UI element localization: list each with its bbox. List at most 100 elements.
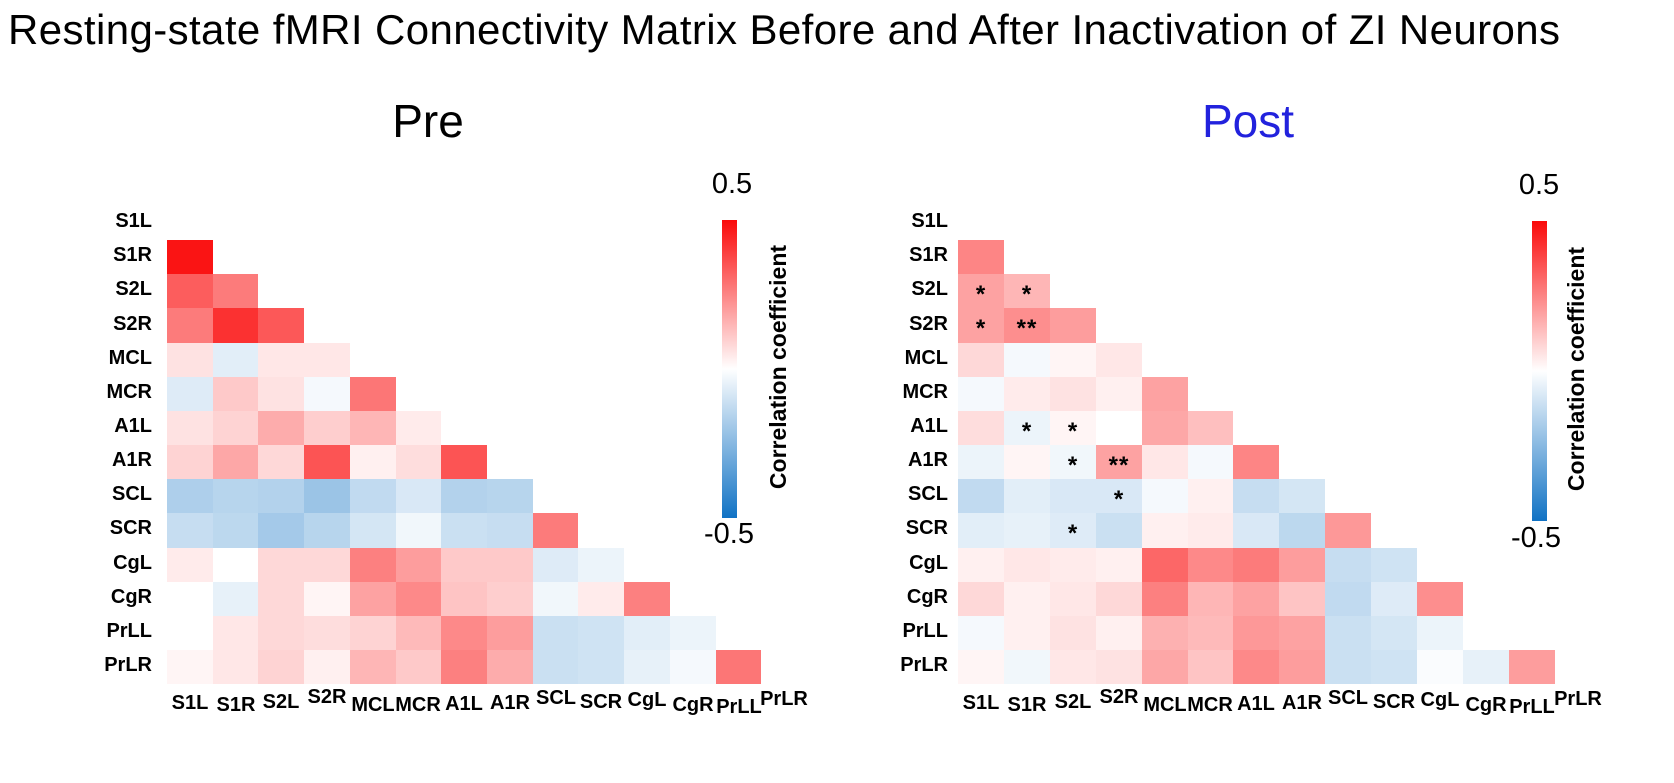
col-label-A1R: A1R [489,692,530,714]
pre-panel-title: Pre [392,95,464,147]
row-label-MCL: MCL [108,347,152,369]
heatmap-cell-CgL-A1R [1279,548,1325,582]
heatmap-cell-PrLL-A1R [487,616,533,650]
heatmap-cell-PrLL-CgL [1417,616,1463,650]
significance-mark-S2L-S1L: * [975,281,987,308]
col-label-A1R: A1R [1281,692,1322,714]
row-label-S1L: S1L [911,210,948,232]
heatmap-cell-CgL-S2L [258,548,304,582]
heatmap-cell-CgL-S2R [1096,548,1142,582]
row-label-CgR: CgR [110,586,152,608]
heatmap-cell-CgR-A1R [1279,582,1325,616]
heatmap-cell-S1R-S1L [958,240,1004,274]
heatmap-cell-PrLR-S1L [958,650,1004,684]
heatmap-cell-A1R-A1L [1233,445,1279,479]
heatmap-cell-PrLR-S1R [1004,650,1050,684]
heatmap-cell-SCL-S1R [213,479,258,513]
significance-mark-SCL-S2R: * [1113,486,1125,513]
post-colorbar-max-label: 0.5 [1518,169,1560,201]
heatmap-cell-MCR-S2R [1096,377,1142,411]
heatmap-cell-SCL-S1R [1004,479,1050,513]
post-colorbar-gradient [1532,221,1547,521]
heatmap-cell-SCL-MCR [1188,479,1233,513]
heatmap-cell-SCR-S2R [1096,513,1142,548]
col-label-S1R: S1R [1007,694,1047,716]
heatmap-cell-PrLL-SCL [533,616,578,650]
heatmap-cell-CgR-S2L [258,582,304,616]
col-label-S2R: S2R [307,686,347,708]
row-label-PrLL: PrLL [106,620,152,642]
pre-colorbar-max-label: 0.5 [711,168,753,200]
pre-colorbar-min-label: -0.5 [704,518,754,550]
col-label-CgR: CgR [1465,694,1507,716]
heatmap-cell-SCL-MCR [396,479,441,513]
col-label-A1L: A1L [1237,693,1275,715]
heatmap-cell-CgL-SCL [533,548,578,582]
heatmap-cell-PrLR-SCL [533,650,578,684]
heatmap-cell-PrLL-S1R [1004,616,1050,650]
heatmap-cell-A1R-S1L [167,445,213,479]
heatmap-cell-S2L-S1L [958,274,1004,308]
heatmap-cell-PrLR-SCR [578,650,624,684]
heatmap-cell-PrLR-S2R [304,650,350,684]
heatmap-cell-CgR-MCL [1142,582,1188,616]
col-label-MCL: MCL [1143,694,1187,716]
heatmap-cell-S2R-S1R [213,308,258,343]
heatmap-cell-CgL-MCL [1142,548,1188,582]
row-label-SCL: SCL [112,483,152,505]
heatmap-cell-A1L-S2R [1096,411,1142,445]
heatmap-cell-CgL-SCR [578,548,624,582]
row-label-PrLR: PrLR [900,654,948,676]
heatmap-cell-SCR-A1R [487,513,533,548]
heatmap-cell-CgR-SCR [578,582,624,616]
pre-colorbar-gradient [722,220,737,518]
heatmap-cell-A1L-S2L [258,411,304,445]
heatmap-cell-PrLR-A1R [487,650,533,684]
heatmap-cell-SCR-MCL [350,513,396,548]
heatmap-cell-MCR-S1L [167,377,213,411]
heatmap-cell-PrLL-S1R [213,616,258,650]
heatmap-cell-CgL-S1L [167,548,213,582]
heatmap-cell-SCL-A1R [1279,479,1325,513]
col-label-S1R: S1R [216,694,256,716]
heatmap-cell-PrLR-CgR [1463,650,1509,684]
heatmap-cell-SCL-A1L [1233,479,1279,513]
col-label-S2R: S2R [1099,686,1139,708]
heatmap-cell-CgR-MCR [396,582,441,616]
heatmap-cell-SCR-S1R [1004,513,1050,548]
significance-mark-SCR-S2L: * [1067,520,1079,547]
heatmap-cell-PrLR-A1L [441,650,487,684]
post-colorbar-min-label: -0.5 [1511,522,1561,554]
heatmap-cell-MCR-S2L [1050,377,1096,411]
heatmap-cell-PrLL-A1L [441,616,487,650]
heatmap-cell-CgR-S2R [304,582,350,616]
heatmap-cell-CgR-SCL [533,582,578,616]
heatmap-cell-PrLL-CgR [1463,616,1509,650]
heatmap-cell-S2L-S1L [167,274,213,308]
heatmap-cell-MCR-S1R [213,377,258,411]
row-label-S1L: S1L [115,210,152,232]
significance-mark-S2R-S1R: ** [1016,315,1038,342]
heatmap-cell-CgR-S1L [958,582,1004,616]
col-label-CgR: CgR [672,694,714,716]
heatmap-cell-MCL-S1R [213,343,258,377]
row-label-CgL: CgL [909,552,948,574]
heatmap-cell-PrLL-S1L [167,616,213,650]
row-label-MCL: MCL [904,347,948,369]
heatmap-cell-PrLL-SCL [1325,616,1371,650]
heatmap-cell-SCR-A1L [1233,513,1279,548]
heatmap-cell-CgL-MCL [350,548,396,582]
heatmap-cell-CgR-S1L [167,582,213,616]
heatmap-cell-SCR-A1L [441,513,487,548]
heatmap-cell-PrLL-SCR [578,616,624,650]
row-label-MCR: MCR [106,381,152,403]
heatmap-cell-CgL-SCR [1371,548,1417,582]
pre-colorbar-axis-label: Correlation coefficient [765,244,791,490]
heatmap-cell-SCR-A1R [1279,513,1325,548]
row-label-MCR: MCR [902,381,948,403]
heatmap-cell-SCL-S2R [1096,479,1142,513]
heatmap-cell-PrLL-MCR [1188,616,1233,650]
heatmap-cell-SCR-S1L [958,513,1004,548]
heatmap-cell-MCL-S2L [258,343,304,377]
heatmap-cell-SCL-A1R [487,479,533,513]
